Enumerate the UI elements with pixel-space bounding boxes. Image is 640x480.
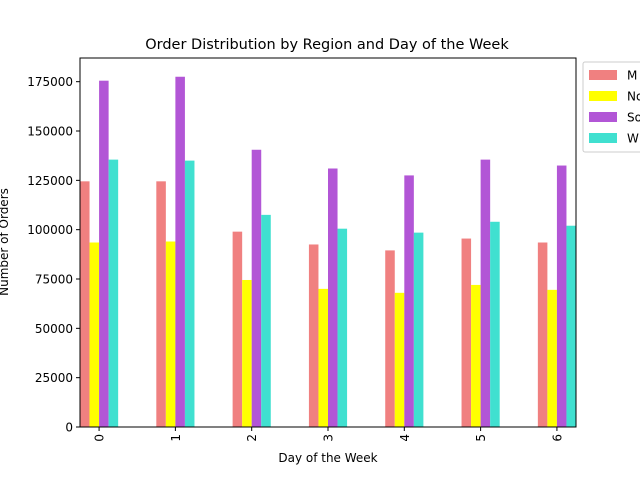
bar-so-5: [480, 159, 491, 427]
bars-layer: [80, 76, 576, 428]
y-tick-label: 150000: [27, 125, 73, 139]
bar-so-6: [556, 165, 567, 428]
bar-so-2: [251, 149, 262, 427]
bar-no-3: [318, 288, 328, 427]
y-tick-label: 125000: [27, 174, 73, 188]
bar-w-0: [108, 159, 119, 427]
bar-so-4: [404, 175, 414, 427]
legend-label-m: M: [627, 69, 637, 83]
x-tick-label: 1: [169, 434, 183, 442]
legend-swatch-no: [589, 91, 617, 101]
bar-w-5: [490, 221, 500, 427]
bar-w-6: [566, 225, 576, 427]
x-tick-label: 5: [474, 434, 488, 442]
legend-label-so: So: [627, 111, 640, 125]
bar-w-4: [413, 232, 424, 427]
bar-w-1: [184, 160, 195, 428]
x-tick-label: 2: [245, 434, 259, 442]
bar-no-1: [165, 241, 176, 427]
x-tick-label: 3: [322, 434, 336, 442]
bar-w-3: [337, 228, 348, 427]
bar-so-0: [99, 80, 109, 427]
x-axis: 0 1 2 3 4 5 6: [93, 427, 564, 442]
legend-swatch-m: [589, 70, 617, 80]
bar-m-2: [232, 231, 243, 427]
bar-so-1: [175, 76, 185, 427]
bar-m-1: [156, 181, 166, 427]
bar-so-3: [328, 168, 338, 427]
x-tick-label: 6: [550, 434, 564, 442]
legend-swatch-so: [589, 112, 617, 122]
x-tick-label: 0: [93, 434, 107, 442]
bar-no-4: [394, 292, 405, 427]
y-axis-title: Number of Orders: [0, 188, 11, 296]
bar-m-6: [537, 242, 548, 427]
bar-no-2: [242, 279, 252, 427]
bar-m-3: [308, 244, 319, 427]
y-axis: 0 25000 50000 75000 100000 125000 150000 175000: [27, 75, 80, 435]
y-tick-label: 175000: [27, 75, 73, 89]
x-tick-label: 4: [398, 434, 412, 442]
legend-label-w: W: [627, 132, 639, 146]
legend-frame: [582, 61, 640, 153]
y-tick-label: 50000: [35, 322, 73, 336]
bar-m-4: [385, 250, 395, 427]
legend-swatch-w: [589, 133, 617, 143]
bar-w-2: [261, 214, 271, 427]
chart-title: Order Distribution by Region and Day of …: [145, 37, 509, 53]
bar-no-6: [547, 289, 557, 427]
x-axis-title: Day of the Week: [278, 451, 377, 465]
y-tick-label: 100000: [27, 223, 73, 237]
y-tick-label: 75000: [35, 273, 73, 287]
bar-no-0: [89, 242, 100, 427]
bar-m-5: [461, 238, 472, 427]
y-tick-label: 0: [65, 421, 73, 435]
bar-no-5: [471, 284, 481, 427]
legend-label-no: No: [627, 90, 640, 104]
y-tick-label: 25000: [35, 371, 73, 385]
legend: M No So W: [582, 61, 640, 153]
bar-m-0: [80, 181, 90, 427]
